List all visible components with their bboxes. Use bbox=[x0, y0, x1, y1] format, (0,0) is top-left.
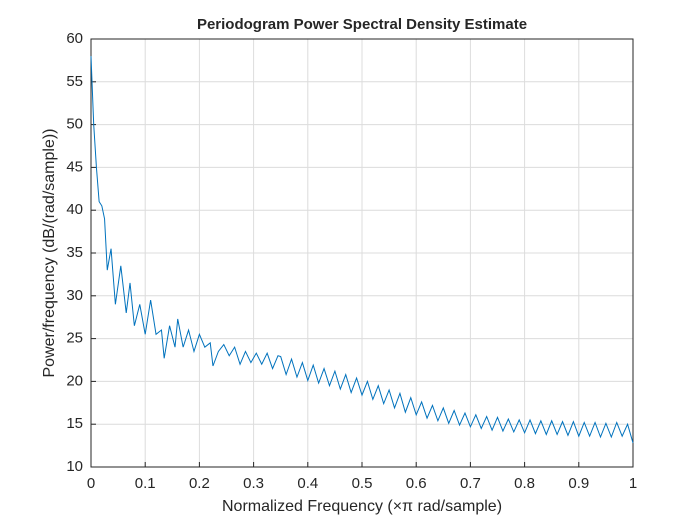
x-tick-label: 0.7 bbox=[460, 475, 481, 492]
y-tick-label: 40 bbox=[66, 201, 83, 218]
y-tick-label: 25 bbox=[66, 330, 83, 347]
x-tick-label: 0 bbox=[87, 475, 95, 492]
x-tick-label: 0.6 bbox=[406, 475, 427, 492]
x-tick-label: 0.1 bbox=[135, 475, 156, 492]
x-tick-label: 0.5 bbox=[352, 475, 373, 492]
x-tick-label: 0.8 bbox=[514, 475, 535, 492]
y-tick-label: 50 bbox=[66, 116, 83, 133]
data-line bbox=[90, 56, 634, 444]
chart-title: Periodogram Power Spectral Density Estim… bbox=[197, 16, 527, 33]
y-tick-label: 10 bbox=[66, 458, 83, 475]
y-tick-label: 30 bbox=[66, 287, 83, 304]
x-tick-label: 0.2 bbox=[189, 475, 210, 492]
x-tick-label: 0.9 bbox=[568, 475, 589, 492]
x-axis-label: Normalized Frequency (×π rad/sample) bbox=[222, 498, 502, 515]
y-axis-label: Power/frequency (dB/(rad/sample)) bbox=[41, 129, 58, 378]
y-tick-label: 60 bbox=[66, 30, 83, 47]
y-tick-label: 35 bbox=[66, 244, 83, 261]
y-tick-label: 45 bbox=[66, 158, 83, 175]
plot-frame bbox=[90, 38, 634, 468]
x-tick-label: 0.3 bbox=[243, 475, 264, 492]
x-tick-label: 0.4 bbox=[297, 475, 318, 492]
y-tick-label: 15 bbox=[66, 415, 83, 432]
y-tick-label: 55 bbox=[66, 73, 83, 90]
x-tick-label: 1 bbox=[629, 475, 637, 492]
y-tick-label: 20 bbox=[66, 372, 83, 389]
